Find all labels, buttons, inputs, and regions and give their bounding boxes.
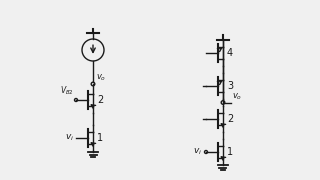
Text: $v_o$: $v_o$ — [232, 91, 242, 102]
Text: $v_i$: $v_i$ — [65, 133, 74, 143]
Text: $V_{B2}$: $V_{B2}$ — [60, 84, 74, 97]
Text: $v_i$: $v_i$ — [193, 147, 202, 157]
Text: 4: 4 — [227, 48, 233, 58]
Text: $v_o$: $v_o$ — [96, 73, 106, 83]
Text: 1: 1 — [227, 147, 233, 157]
Text: 2: 2 — [227, 114, 233, 124]
Text: 2: 2 — [97, 95, 103, 105]
Text: 1: 1 — [97, 133, 103, 143]
Text: 3: 3 — [227, 81, 233, 91]
